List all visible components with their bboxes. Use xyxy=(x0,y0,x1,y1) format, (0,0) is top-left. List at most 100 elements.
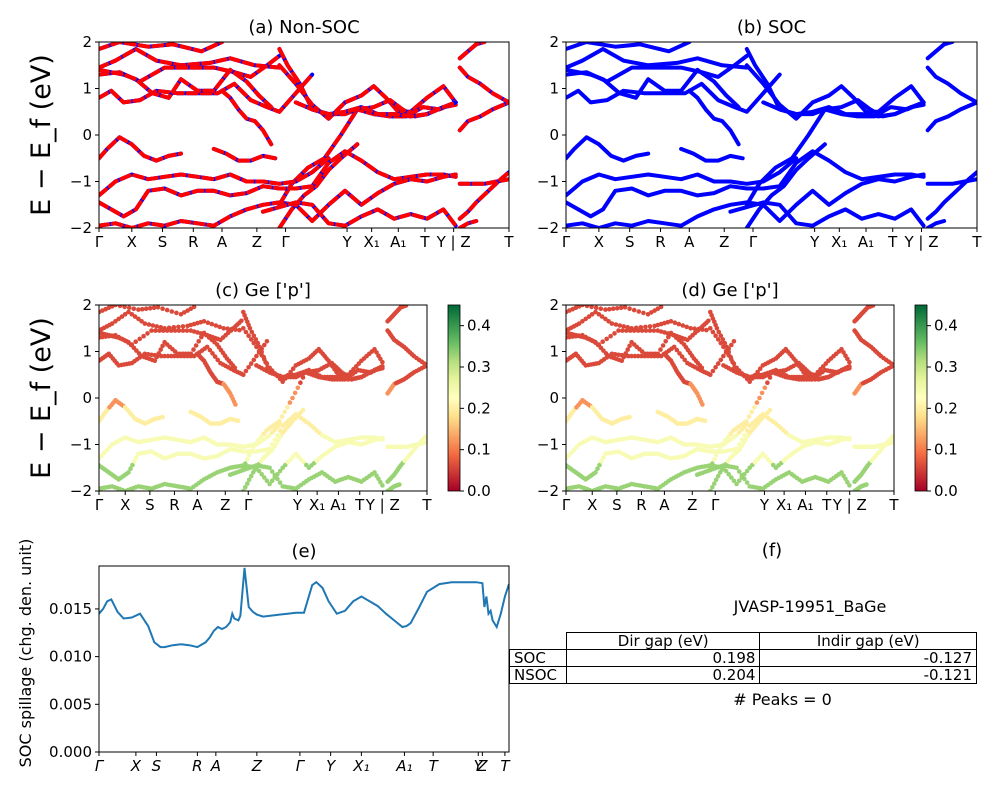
projection-point xyxy=(378,356,383,362)
projection-point xyxy=(300,407,306,413)
row-label: SOC xyxy=(509,649,567,667)
x-tick-label: T xyxy=(354,496,365,514)
band-line-soc xyxy=(687,88,741,147)
projection-point xyxy=(276,437,282,442)
projection-point xyxy=(140,306,145,312)
projection-point xyxy=(870,305,876,308)
x-tick-label: S xyxy=(145,496,155,514)
y-tick-label: −2 xyxy=(537,219,559,237)
projection-point xyxy=(747,379,752,385)
projection-point xyxy=(755,369,760,375)
projection-point xyxy=(700,402,705,407)
projection-point xyxy=(713,365,718,370)
band-line-spin-down xyxy=(99,47,282,70)
projection-point xyxy=(631,328,637,333)
x-tick-label: Z xyxy=(476,757,488,775)
projection-point xyxy=(126,309,131,315)
projection-point xyxy=(176,328,182,333)
projection-point xyxy=(248,337,254,342)
projection-point xyxy=(715,337,721,342)
projection-point xyxy=(257,344,263,350)
projection-point xyxy=(729,475,734,480)
colorbar-tick-label: 0.0 xyxy=(934,482,958,500)
projection-point xyxy=(728,431,733,437)
projection-point xyxy=(237,327,242,333)
projection-point xyxy=(156,351,161,356)
projection-point xyxy=(708,326,713,331)
projection-point xyxy=(235,418,241,424)
band-line-soc xyxy=(925,42,955,61)
projection-point xyxy=(263,359,268,365)
projection-point xyxy=(722,340,728,346)
projection-point xyxy=(736,442,742,447)
projection-point xyxy=(267,446,272,452)
band-line-soc xyxy=(566,149,926,219)
projection-point xyxy=(191,305,197,310)
x-tick-label: Γ xyxy=(562,496,571,514)
projection-point xyxy=(164,328,170,333)
x-tick-label: X xyxy=(127,233,137,251)
band-line-soc xyxy=(925,65,977,105)
y-tick-label: 2 xyxy=(549,33,559,51)
projection-point xyxy=(744,428,750,433)
band-line-spin-down xyxy=(457,65,509,105)
projection-point xyxy=(210,351,215,356)
gap-table-header: Dir gap (eV) Indir gap (eV) xyxy=(510,632,977,650)
projection-point xyxy=(715,361,721,366)
projection-point xyxy=(718,340,724,346)
projection-point xyxy=(241,326,246,331)
projection-point xyxy=(280,379,286,385)
projection-point xyxy=(599,458,604,464)
projection-point xyxy=(608,333,613,339)
panel-title-c: (c) Ge ['p'] xyxy=(215,280,311,301)
projection-point xyxy=(245,457,250,462)
x-tick-label: Γ xyxy=(95,233,104,251)
x-tick-label: X xyxy=(587,496,597,514)
y-tick-label: −2 xyxy=(70,219,92,237)
projection-point xyxy=(713,452,719,458)
y-tick-label: 2 xyxy=(82,33,92,51)
projection-point xyxy=(180,324,186,329)
projection-point xyxy=(168,353,174,359)
projection-point xyxy=(136,307,141,312)
projection-point xyxy=(597,462,602,468)
projection-point xyxy=(261,431,267,437)
panel-title-e: (e) xyxy=(291,541,316,562)
projection-point xyxy=(684,324,689,330)
panel-title-d: (d) Ge ['p'] xyxy=(681,280,778,301)
projection-point xyxy=(706,318,711,324)
projection-point xyxy=(201,319,207,324)
projection-point xyxy=(623,351,628,356)
table-row: NSOC 0.204 -0.121 xyxy=(509,666,977,684)
projection-point xyxy=(580,305,585,308)
projection-point xyxy=(714,326,720,331)
band-line-soc xyxy=(728,200,926,228)
x-tick-label: R xyxy=(636,496,646,514)
projection-point xyxy=(765,380,770,386)
band-line-soc xyxy=(566,156,799,198)
projection-point xyxy=(639,353,644,359)
projection-point xyxy=(736,478,742,484)
projection-point xyxy=(599,314,605,319)
peaks-count: # Peaks = 0 xyxy=(733,690,832,709)
projection-point xyxy=(730,359,735,365)
projection-point xyxy=(129,312,135,317)
projection-point xyxy=(165,353,171,359)
projection-point xyxy=(643,324,648,330)
projection-point xyxy=(191,347,196,352)
projection-point xyxy=(209,321,215,327)
x-tick-label: A xyxy=(684,233,695,251)
projection-point xyxy=(147,306,153,311)
projection-point xyxy=(749,409,754,415)
y-tick-label: 0.000 xyxy=(49,743,92,761)
band-line-spin-down xyxy=(99,149,458,219)
projection-point xyxy=(130,462,135,468)
projection-point xyxy=(251,357,257,363)
projection-point xyxy=(298,380,303,386)
projection-point xyxy=(666,334,671,340)
projection-point xyxy=(660,343,666,348)
projection-point xyxy=(618,305,624,311)
projection-point xyxy=(267,481,272,487)
colorbar-tick-label: 0.0 xyxy=(467,482,491,500)
projection-point xyxy=(277,468,283,474)
